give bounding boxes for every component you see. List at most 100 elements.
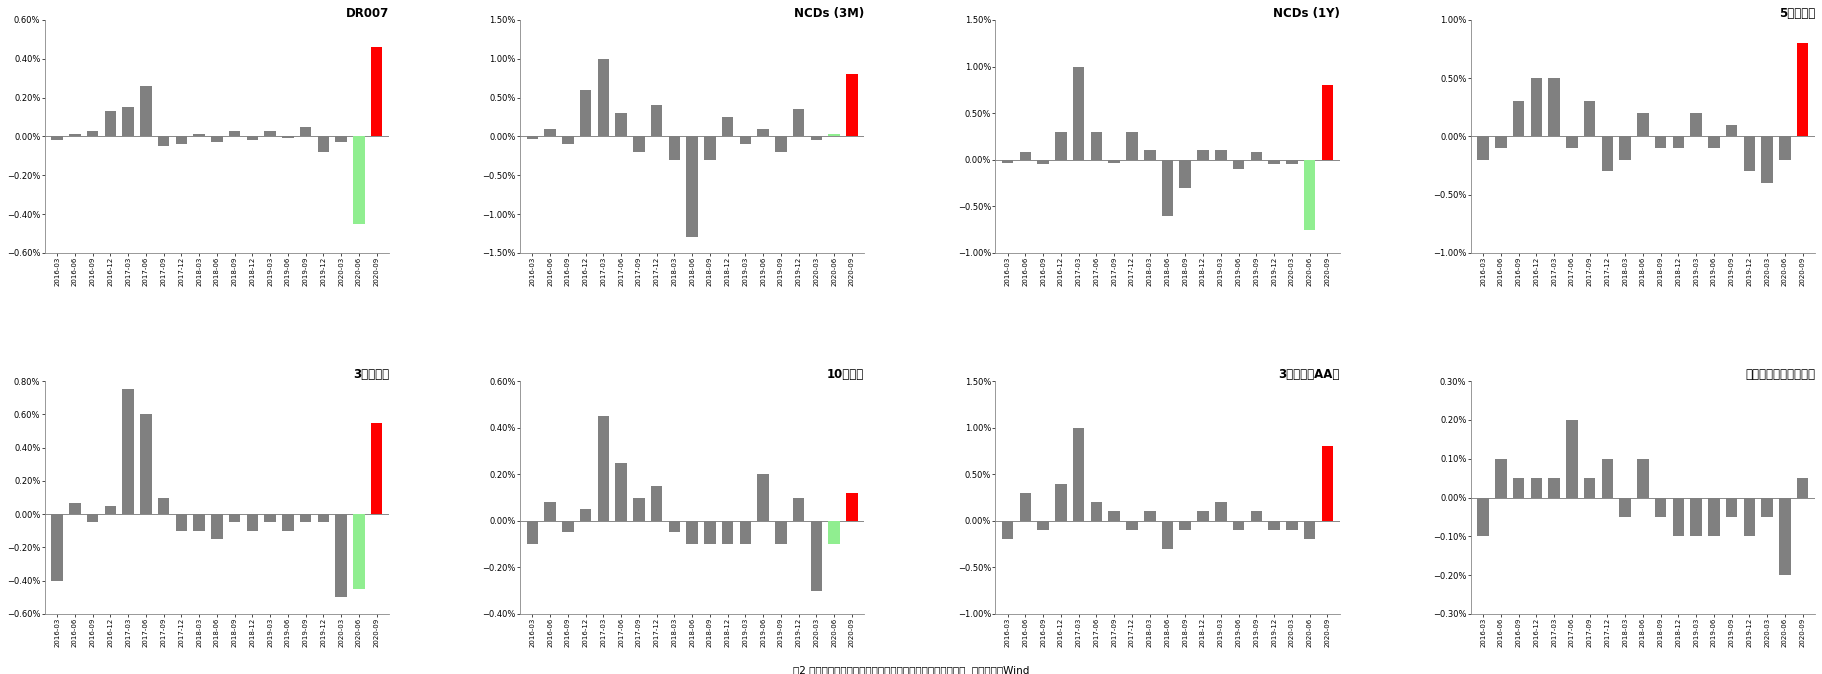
Bar bbox=[87, 514, 98, 522]
Bar bbox=[579, 90, 592, 136]
Bar bbox=[563, 136, 574, 144]
Bar bbox=[1549, 78, 1560, 136]
Bar bbox=[687, 521, 698, 544]
Bar bbox=[1620, 497, 1631, 517]
Bar bbox=[1305, 160, 1315, 230]
Bar bbox=[1673, 136, 1684, 148]
Text: 10年国傘: 10年国傘 bbox=[827, 368, 864, 381]
Bar bbox=[140, 415, 151, 514]
Bar bbox=[1286, 160, 1297, 164]
Bar bbox=[1073, 67, 1084, 160]
Bar bbox=[1478, 136, 1489, 160]
Bar bbox=[1583, 478, 1596, 497]
Bar bbox=[104, 506, 117, 514]
Bar bbox=[793, 109, 805, 136]
Bar bbox=[211, 514, 222, 539]
Bar bbox=[1321, 85, 1334, 160]
Bar bbox=[1725, 497, 1738, 517]
Bar bbox=[1636, 459, 1649, 497]
Bar bbox=[1778, 497, 1791, 575]
Bar bbox=[193, 514, 204, 531]
Bar bbox=[1108, 160, 1121, 162]
Bar bbox=[335, 136, 346, 142]
Bar bbox=[1636, 113, 1649, 136]
Bar bbox=[175, 136, 188, 144]
Bar bbox=[687, 136, 698, 237]
Text: 3年地方傘: 3年地方傘 bbox=[353, 368, 390, 381]
Bar bbox=[632, 136, 645, 152]
Bar bbox=[159, 136, 169, 146]
Bar bbox=[1707, 136, 1720, 148]
Bar bbox=[829, 521, 840, 544]
Bar bbox=[1055, 483, 1066, 521]
Bar bbox=[1268, 160, 1279, 164]
Bar bbox=[211, 136, 222, 142]
Bar bbox=[1162, 521, 1173, 549]
Bar bbox=[1321, 446, 1334, 521]
Bar bbox=[264, 131, 275, 136]
Bar bbox=[1233, 160, 1244, 169]
Bar bbox=[1250, 512, 1263, 521]
Bar bbox=[829, 134, 840, 136]
Bar bbox=[598, 416, 609, 521]
Bar bbox=[335, 514, 346, 597]
Bar bbox=[1002, 160, 1013, 164]
Bar bbox=[1530, 478, 1541, 497]
Text: NCDs (1Y): NCDs (1Y) bbox=[1274, 7, 1339, 20]
Bar bbox=[1108, 512, 1121, 521]
Bar bbox=[1091, 502, 1102, 521]
Bar bbox=[1037, 521, 1049, 530]
Bar bbox=[317, 514, 330, 522]
Bar bbox=[1002, 521, 1013, 539]
Bar bbox=[1179, 160, 1192, 187]
Bar bbox=[579, 509, 592, 521]
Bar bbox=[1762, 497, 1773, 517]
Bar bbox=[372, 47, 383, 136]
Bar bbox=[1496, 459, 1507, 497]
Bar bbox=[1796, 478, 1809, 497]
Bar bbox=[246, 136, 259, 140]
Bar bbox=[669, 136, 680, 160]
Bar bbox=[1512, 478, 1525, 497]
Bar bbox=[1215, 502, 1226, 521]
Bar bbox=[563, 521, 574, 532]
Bar bbox=[1197, 512, 1208, 521]
Bar bbox=[616, 462, 627, 521]
Bar bbox=[51, 514, 62, 581]
Bar bbox=[1654, 136, 1667, 148]
Bar bbox=[69, 503, 80, 514]
Bar bbox=[230, 131, 241, 136]
Bar bbox=[650, 105, 663, 136]
Bar bbox=[650, 486, 663, 521]
Bar bbox=[122, 107, 133, 136]
Bar bbox=[669, 521, 680, 532]
Bar bbox=[264, 514, 275, 522]
Bar bbox=[1512, 102, 1525, 136]
Bar bbox=[1020, 493, 1031, 521]
Bar bbox=[1691, 497, 1702, 537]
Bar bbox=[703, 136, 716, 160]
Bar bbox=[1654, 497, 1667, 517]
Bar bbox=[1530, 78, 1541, 136]
Bar bbox=[1250, 152, 1263, 160]
Bar bbox=[527, 521, 537, 544]
Bar bbox=[616, 113, 627, 136]
Bar bbox=[1091, 131, 1102, 160]
Bar bbox=[774, 136, 787, 152]
Bar bbox=[1673, 497, 1684, 537]
Bar bbox=[230, 514, 241, 522]
Text: NCDs (3M): NCDs (3M) bbox=[794, 7, 864, 20]
Bar bbox=[1268, 521, 1279, 530]
Bar bbox=[703, 521, 716, 544]
Bar bbox=[175, 514, 188, 531]
Bar bbox=[1725, 125, 1738, 136]
Bar bbox=[282, 514, 293, 531]
Bar bbox=[1073, 427, 1084, 521]
Bar bbox=[1162, 160, 1173, 216]
Bar bbox=[793, 497, 805, 521]
Bar bbox=[1055, 131, 1066, 160]
Bar bbox=[1233, 521, 1244, 530]
Bar bbox=[1305, 521, 1315, 539]
Bar bbox=[1744, 136, 1755, 171]
Bar bbox=[774, 521, 787, 544]
